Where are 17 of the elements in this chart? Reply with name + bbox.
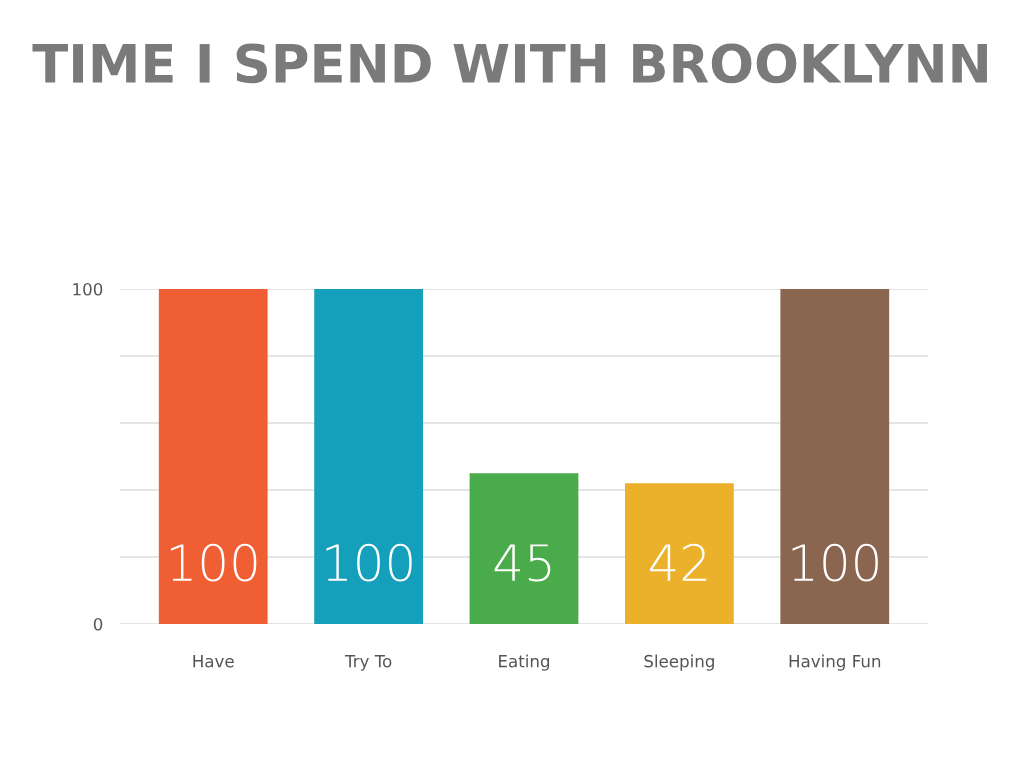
data-label: 42 bbox=[650, 543, 707, 581]
bar bbox=[469, 473, 579, 624]
x-tick-label: Having Fun bbox=[789, 654, 881, 671]
y-tick-label: 0 bbox=[93, 617, 103, 631]
data-label: 45 bbox=[494, 544, 551, 582]
bar bbox=[158, 289, 268, 624]
bar bbox=[780, 289, 890, 624]
chart-title: TIME I SPEND WITH BROOKLYNN bbox=[32, 43, 987, 84]
data-label: 100 bbox=[792, 543, 878, 582]
data-label: 100 bbox=[171, 543, 257, 582]
x-tick-label: Have bbox=[193, 655, 234, 668]
x-tick-label: Try To bbox=[344, 655, 392, 671]
bar bbox=[314, 289, 423, 624]
x-tick-label: Eating bbox=[499, 654, 550, 671]
x-tick-label: Sleeping bbox=[644, 654, 714, 671]
bar bbox=[625, 483, 734, 624]
data-label: 100 bbox=[326, 543, 412, 582]
